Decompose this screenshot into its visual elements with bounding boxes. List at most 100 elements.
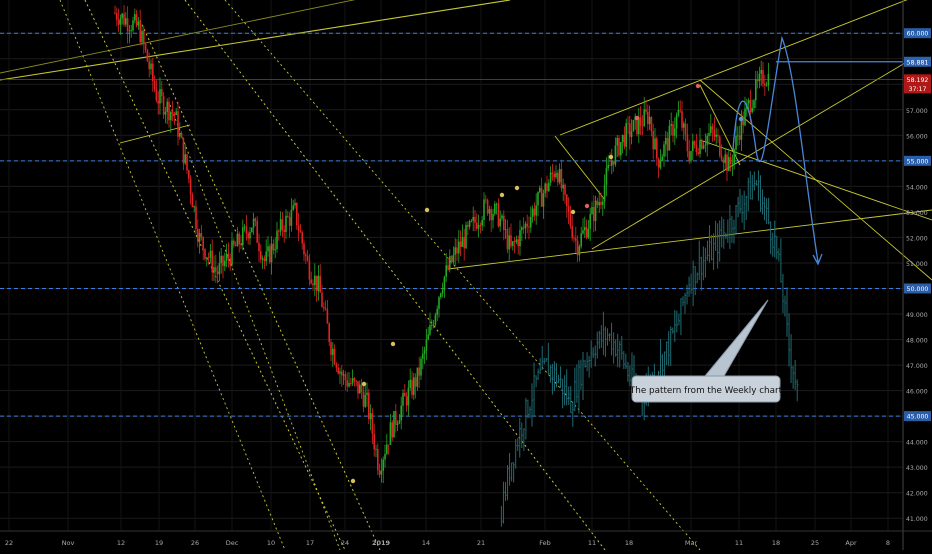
price-tag-label: 45.000	[907, 414, 929, 421]
candle	[603, 184, 606, 202]
candle	[458, 241, 460, 254]
x-tick-label: 25	[811, 539, 819, 547]
candle	[452, 254, 455, 263]
candle	[263, 258, 266, 262]
candle	[738, 135, 741, 140]
price-tag	[904, 28, 931, 39]
candle	[296, 202, 298, 226]
candle	[333, 348, 336, 365]
signal-dot	[514, 185, 520, 191]
candle	[141, 30, 143, 43]
candle	[170, 112, 172, 121]
candle	[470, 220, 473, 222]
candle	[355, 380, 357, 382]
candle	[494, 203, 496, 214]
candle	[315, 275, 318, 292]
signal-dot	[570, 209, 576, 215]
candle	[702, 145, 705, 149]
candle	[317, 275, 320, 292]
candle	[657, 158, 660, 168]
candle	[134, 14, 136, 21]
candle	[596, 200, 599, 206]
candle	[413, 377, 415, 395]
price-tag	[904, 283, 931, 294]
candle	[146, 49, 149, 62]
candle	[218, 263, 221, 275]
candle	[692, 141, 694, 152]
price-tag-label: 55.000	[907, 158, 929, 165]
candle	[416, 367, 419, 387]
candle	[292, 205, 294, 210]
candle	[756, 79, 759, 82]
price-tag	[904, 56, 931, 67]
x-tick-label: 21	[477, 539, 485, 547]
candle	[434, 314, 437, 325]
candle	[695, 144, 698, 153]
candle	[515, 239, 518, 243]
candle	[742, 117, 744, 126]
candle	[643, 109, 645, 126]
y-tick-label: 54.000	[906, 184, 928, 191]
candle	[693, 141, 696, 145]
x-axis: 22 Nov 12 19 26 Dec 10 17 24 2019 14 21 Feb 11 18 Mar 11…	[5, 539, 890, 547]
candle	[254, 218, 257, 222]
candle	[456, 247, 458, 254]
candle	[659, 161, 662, 168]
candle	[378, 470, 381, 475]
candle	[717, 134, 719, 137]
y-tick-label: 48.000	[906, 338, 928, 345]
trendline	[0, 0, 511, 81]
candle	[267, 246, 269, 252]
candle	[706, 135, 708, 145]
candle	[197, 228, 199, 242]
candle	[665, 138, 667, 145]
candle	[188, 170, 190, 179]
candle	[625, 123, 627, 147]
candle	[607, 165, 609, 169]
y-tick-label: 53.000	[906, 210, 928, 217]
candle	[495, 203, 498, 205]
candle	[137, 21, 140, 26]
candle	[153, 81, 156, 89]
candle	[672, 124, 674, 136]
candle	[431, 324, 433, 326]
candle	[386, 444, 388, 455]
candle	[193, 206, 195, 208]
annotation-callout[interactable]: The pattern from the Weekly chart	[629, 299, 783, 403]
candle	[530, 217, 532, 228]
candle	[279, 219, 282, 232]
candle	[425, 339, 428, 351]
candle	[632, 120, 635, 132]
candle	[314, 275, 316, 286]
candle	[231, 240, 233, 265]
candle	[251, 227, 253, 233]
candle	[278, 230, 280, 232]
candle	[396, 423, 399, 425]
candle	[647, 111, 649, 125]
price-tags: 60.000 58.881 58.192 37:17 55.000 50.000 45.00…	[904, 28, 931, 422]
candle	[301, 232, 303, 244]
candle	[504, 229, 507, 231]
candle	[306, 256, 309, 261]
candle	[281, 219, 284, 230]
candle	[753, 100, 755, 108]
y-tick-label: 51.000	[906, 261, 928, 268]
candle	[449, 256, 451, 270]
candle	[189, 178, 192, 195]
candle	[663, 144, 665, 157]
candle	[247, 233, 249, 239]
candle	[405, 396, 408, 406]
candle	[465, 225, 467, 249]
candle	[150, 63, 152, 70]
y-tick-label: 42.000	[906, 491, 928, 498]
candle	[310, 279, 312, 284]
x-tick-label: Feb	[539, 539, 551, 547]
candle	[395, 411, 397, 425]
candle	[305, 254, 307, 257]
candle	[708, 132, 710, 136]
candle	[711, 126, 714, 130]
candle	[476, 222, 478, 229]
trendline	[224, 0, 701, 551]
